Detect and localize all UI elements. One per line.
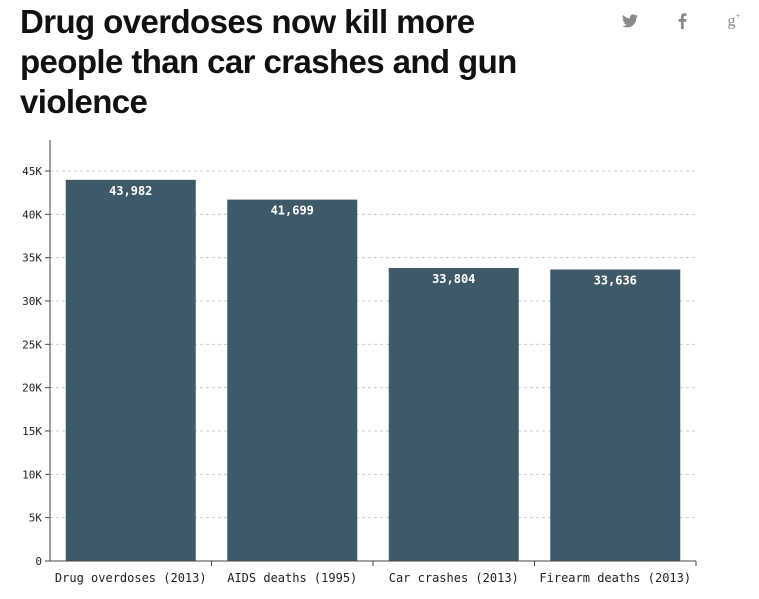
facebook-icon[interactable] [671,10,693,32]
x-tick-label: Car crashes (2013) [389,571,519,585]
bar[interactable] [65,179,196,561]
twitter-icon[interactable] [619,10,641,32]
x-tick-label: AIDS deaths (1995) [227,571,357,585]
chart-title: Drug overdoses now kill more people than… [20,3,517,120]
data-label: 41,699 [271,204,314,218]
bar-chart: 0 5K 10K 15K 20K 25K 30K 35K 40K 45K 43,982 Drug ov… [0,130,759,599]
y-tick-label: 25K [22,338,42,351]
social-share-bar: g+ [619,10,745,32]
chart-svg: 0 5K 10K 15K 20K 25K 30K 35K 40K 45K 43,982 Drug ov… [22,140,697,585]
bar[interactable] [227,199,358,561]
bar[interactable] [388,268,519,561]
y-tick-label: 30K [22,295,42,308]
y-tick-label: 0 [35,555,42,568]
google-plus-glyph: g+ [727,11,741,30]
bar[interactable] [550,269,681,561]
data-label: 33,636 [594,273,637,287]
data-label: 43,982 [109,184,152,198]
y-tick-label: 35K [22,252,42,265]
y-tick-label: 5K [29,512,43,525]
y-tick-label: 45K [22,165,42,178]
x-tick-label: Drug overdoses (2013) [55,571,207,585]
x-tick-label: Firearm deaths (2013) [539,571,691,585]
y-tick-label: 20K [22,382,42,395]
google-plus-icon[interactable]: g+ [723,10,745,32]
data-label: 33,804 [432,272,475,286]
y-tick-label: 15K [22,425,42,438]
y-tick-label: 10K [22,468,42,481]
y-tick-label: 40K [22,208,42,221]
